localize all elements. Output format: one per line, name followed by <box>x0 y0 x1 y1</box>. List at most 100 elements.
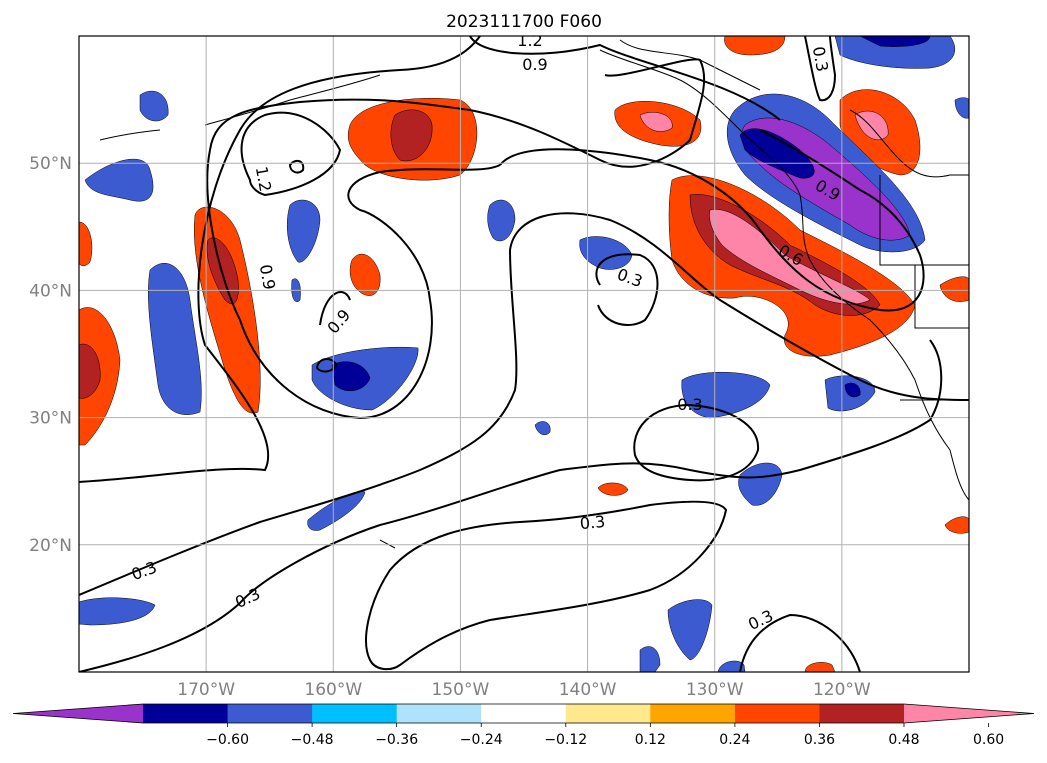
positive-anomaly-region <box>206 237 239 305</box>
latitude-tick-label: 50°N <box>29 154 72 174</box>
latitude-tick-label: 40°N <box>29 281 72 301</box>
colorbar-tick-label: 0.24 <box>719 732 750 748</box>
negative-anomaly-region <box>84 158 154 202</box>
contour-label: 1.2 <box>252 165 275 193</box>
positive-anomaly-region <box>709 209 871 305</box>
positive-anomaly-region <box>939 276 969 302</box>
longitude-tick-label: 140°W <box>559 680 617 700</box>
negative-anomaly-region <box>834 36 955 69</box>
positive-anomaly-region <box>390 109 433 162</box>
coastline <box>879 175 969 266</box>
plot-area: 1.2 0.9 1.2 0.9 0.9 0.3 0.9 0.6 0.3 0.3 … <box>79 31 969 672</box>
negative-anomaly-region <box>579 236 633 270</box>
positive-anomaly-region <box>724 36 786 56</box>
negative-anomaly-region <box>844 382 861 398</box>
contour-line <box>633 403 760 482</box>
negative-anomaly-region <box>139 90 169 122</box>
colorbar-tick-label: 0.60 <box>973 732 1004 748</box>
positive-anomaly-region <box>854 110 889 140</box>
contour-label: 0.3 <box>677 395 702 414</box>
colorbar-segment <box>734 704 820 723</box>
longitude-tick-label: 150°W <box>432 680 490 700</box>
colorbar-tick-label: −0.12 <box>544 732 587 748</box>
coastline <box>599 49 969 501</box>
colorbar-segment <box>143 704 229 723</box>
contour-line <box>288 159 305 174</box>
colorbar-segment <box>312 704 398 723</box>
filled-anomaly-layer <box>79 36 969 672</box>
negative-anomaly-region <box>534 421 551 436</box>
plot-frame <box>78 35 970 673</box>
contour-line <box>469 36 781 121</box>
contour-line <box>240 111 342 197</box>
contour-line <box>739 613 861 672</box>
colorbar-extend-low <box>13 704 143 723</box>
contour-line <box>315 358 338 373</box>
coastline <box>204 74 381 126</box>
colorbar-segment <box>565 704 651 723</box>
latitude-tick-label: 20°N <box>29 536 72 556</box>
positive-anomaly-region <box>639 112 673 132</box>
colorbar-tick-label: 0.36 <box>804 732 835 748</box>
contour-line <box>804 36 837 102</box>
contour-line <box>79 212 969 596</box>
coastline <box>99 129 161 141</box>
contour-label: 1.2 <box>517 31 542 50</box>
latitude-tick-labels: 50°N 40°N 30°N 20°N <box>29 154 72 556</box>
coastline-layer <box>99 39 969 549</box>
contour-line <box>595 253 659 326</box>
longitude-tick-labels: 170°W 160°W 150°W 140°W 130°W 120°W <box>177 680 871 700</box>
coastline <box>914 265 969 329</box>
coastline <box>379 539 396 549</box>
negative-anomaly-region <box>148 263 202 415</box>
colorbar-extend-high <box>904 704 1034 723</box>
map-title: 2023111700 F060 <box>446 12 602 32</box>
colorbar-tick-label: −0.24 <box>460 732 503 748</box>
contour-line <box>206 149 501 420</box>
colorbar-tick-label: 0.48 <box>888 732 919 748</box>
colorbar-segment <box>819 704 905 723</box>
positive-anomaly-region <box>804 662 836 672</box>
colorbar-segment <box>396 704 482 723</box>
positive-anomaly-region <box>597 482 629 496</box>
negative-anomaly-region <box>738 462 783 506</box>
colorbar-tick-label: −0.48 <box>291 732 334 748</box>
negative-anomaly-region <box>487 199 516 242</box>
contour-lines <box>79 36 969 672</box>
contour-label: 0.9 <box>522 55 547 74</box>
coastline <box>619 39 761 91</box>
colorbar-tick-label: −0.60 <box>206 732 249 748</box>
gridlines <box>79 36 969 672</box>
contour-line <box>79 36 481 483</box>
contour-line <box>79 339 943 672</box>
colorbar-segment <box>481 704 567 723</box>
positive-anomaly-region <box>349 253 381 296</box>
latitude-tick-label: 30°N <box>29 409 72 429</box>
negative-anomaly-region <box>954 97 969 119</box>
coastline <box>849 109 969 178</box>
positive-anomaly-region <box>944 516 969 534</box>
negative-anomaly-region <box>639 646 661 672</box>
contour-line <box>499 129 925 312</box>
longitude-tick-label: 160°W <box>304 680 362 700</box>
colorbar-tick-label: −0.36 <box>375 732 418 748</box>
negative-anomaly-region <box>307 491 366 531</box>
contour-line <box>365 500 728 671</box>
colorbar-segment <box>650 704 736 723</box>
positive-anomaly-region <box>79 343 101 399</box>
contour-line <box>319 291 351 326</box>
longitude-tick-label: 120°W <box>813 680 871 700</box>
positive-anomaly-region <box>79 221 93 266</box>
colorbar: −0.60 −0.48 −0.36 −0.24 −0.12 0.12 0.24 0.36 0.4… <box>12 703 1035 748</box>
colorbar-tick-label: 0.12 <box>635 732 666 748</box>
negative-anomaly-region <box>739 128 815 179</box>
contour-label: 0.3 <box>579 512 606 533</box>
longitude-tick-label: 170°W <box>177 680 235 700</box>
negative-anomaly-region <box>331 361 371 392</box>
negative-anomaly-region <box>287 199 321 263</box>
negative-anomaly-region <box>79 597 156 626</box>
contour-label: 0.3 <box>809 45 832 73</box>
colorbar-outline <box>12 703 1035 724</box>
negative-anomaly-region <box>667 599 713 661</box>
longitude-tick-label: 130°W <box>686 680 744 700</box>
